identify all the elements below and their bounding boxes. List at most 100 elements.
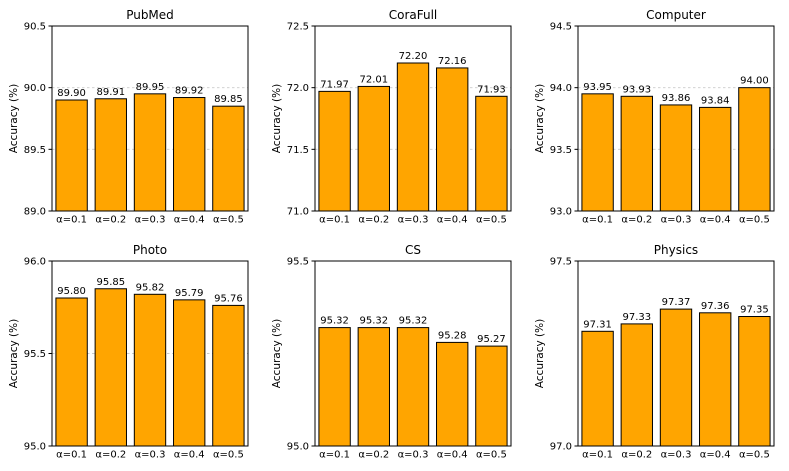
bar-value-label: 95.32 [399,316,428,327]
bar-value-label: 97.31 [583,319,612,330]
plot-border [577,25,775,212]
y-tick-label: 95.5 [287,257,309,268]
x-tick-label: α=0.1 [319,215,350,226]
bar-computer-α=0.1 [581,93,614,212]
y-tick-label: 96.0 [24,257,46,268]
y-tick-label: 93.5 [550,145,572,156]
bar-value-label: 71.93 [477,84,506,95]
chart-title: Physics [654,243,698,257]
y-tick-label: 71.0 [287,207,309,218]
bar-photo-α=0.1 [55,297,88,447]
bar-cs-α=0.1 [318,327,351,447]
bar-corafull-α=0.2 [357,85,390,212]
bar-corafull-α=0.4 [436,67,469,212]
bar-value-label: 95.28 [438,330,467,341]
chart-canvas-cs: 95.32 α=0.1 95.32 α=0.2 95.32 α=0.3 95.28 α=0.4… [271,243,512,461]
bar-physics-α=0.4 [699,312,732,447]
bar-value-label: 72.20 [399,51,428,62]
bar-value-label: 93.86 [662,93,691,104]
bar-cs-α=0.4 [436,341,469,447]
y-axis-label: Accuracy (%) [271,319,283,388]
bar-computer-α=0.3 [659,104,693,212]
bar-photo-α=0.2 [94,288,127,447]
bar-computer-α=0.2 [620,95,653,212]
x-tick-label: α=0.4 [174,215,205,226]
y-axis-label: Accuracy (%) [534,84,546,153]
y-tick-label: 71.5 [287,145,309,156]
plot-border [577,260,775,447]
x-tick-label: α=0.4 [700,450,731,461]
chart-canvas-corafull: 71.97 α=0.1 72.01 α=0.2 72.20 α=0.3 72.16 α=0.4… [271,8,512,226]
bar-value-label: 95.85 [96,277,125,288]
chart-canvas-computer: 93.95 α=0.1 93.93 α=0.2 93.86 α=0.3 93.84 α=0.4… [534,8,775,226]
bar-corafull-α=0.3 [396,62,430,212]
bar-corafull-α=0.5 [475,95,508,212]
bar-value-label: 95.76 [214,293,243,304]
bar-physics-α=0.1 [581,330,614,447]
bar-pubmed-α=0.5 [212,105,245,212]
x-tick-label: α=0.3 [398,450,429,461]
bar-value-label: 89.90 [57,88,86,99]
bar-value-label: 97.33 [622,312,651,323]
bar-value-label: 72.01 [359,74,388,85]
bar-corafull-α=0.1 [318,90,351,212]
y-tick-label: 89.5 [24,145,46,156]
x-tick-label: α=0.5 [739,215,770,226]
bar-photo-α=0.3 [133,293,167,447]
bar-value-label: 93.93 [622,84,651,95]
chart-canvas-physics: 97.31 α=0.1 97.33 α=0.2 97.37 α=0.3 97.36 α=0.4… [534,243,775,461]
y-tick-label: 93.0 [550,207,572,218]
bar-value-label: 95.27 [477,334,506,345]
y-tick-label: 94.0 [550,83,572,94]
bar-photo-α=0.4 [173,299,206,447]
x-tick-label: α=0.3 [135,215,166,226]
y-tick-label: 95.0 [287,442,309,453]
y-tick-label: 94.5 [550,22,572,33]
subplot-pubmed: 89.90 α=0.1 89.91 α=0.2 89.95 α=0.3 89.92 α=0.4… [0,0,263,235]
bar-computer-α=0.5 [738,87,771,212]
x-tick-label: α=0.1 [582,215,613,226]
bar-pubmed-α=0.2 [94,98,127,212]
x-tick-label: α=0.4 [700,215,731,226]
bar-value-label: 93.84 [701,95,730,106]
bar-value-label: 95.79 [175,288,204,299]
y-axis-label: Accuracy (%) [8,319,20,388]
y-tick-label: 72.0 [287,83,309,94]
x-tick-label: α=0.5 [739,450,770,461]
bar-value-label: 95.82 [136,282,165,293]
x-tick-label: α=0.3 [661,215,692,226]
bar-physics-α=0.2 [620,323,653,447]
x-tick-label: α=0.1 [582,450,613,461]
bar-value-label: 89.85 [214,94,243,105]
subplot-corafull: 71.97 α=0.1 72.01 α=0.2 72.20 α=0.3 72.16 α=0.4… [263,0,526,235]
bar-cs-α=0.3 [396,327,430,447]
y-tick-label: 72.5 [287,22,309,33]
x-tick-label: α=0.3 [135,450,166,461]
x-tick-label: α=0.1 [56,215,87,226]
x-tick-label: α=0.4 [437,450,468,461]
subplot-photo: 95.80 α=0.1 95.85 α=0.2 95.82 α=0.3 95.79 α=0.4… [0,235,263,470]
x-tick-label: α=0.2 [358,215,389,226]
bar-value-label: 97.37 [662,297,691,308]
chart-title: CoraFull [389,8,438,22]
x-tick-label: α=0.1 [319,450,350,461]
y-axis-label: Accuracy (%) [534,319,546,388]
bar-pubmed-α=0.4 [173,97,206,212]
bar-cs-α=0.5 [475,345,508,447]
bar-value-label: 94.00 [740,76,769,87]
x-tick-label: α=0.3 [661,450,692,461]
bar-computer-α=0.4 [699,106,732,212]
bar-value-label: 95.80 [57,286,86,297]
bar-pubmed-α=0.1 [55,99,88,212]
bar-physics-α=0.3 [659,308,693,447]
chart-title: CS [405,243,421,257]
x-tick-label: α=0.5 [213,450,244,461]
bar-value-label: 72.16 [438,56,467,67]
x-tick-label: α=0.1 [56,450,87,461]
y-tick-label: 95.5 [24,349,46,360]
bar-value-label: 97.36 [701,301,730,312]
subplot-computer: 93.95 α=0.1 93.93 α=0.2 93.86 α=0.3 93.84 α=0.4… [526,0,789,235]
bar-value-label: 95.32 [359,316,388,327]
x-tick-label: α=0.4 [437,215,468,226]
